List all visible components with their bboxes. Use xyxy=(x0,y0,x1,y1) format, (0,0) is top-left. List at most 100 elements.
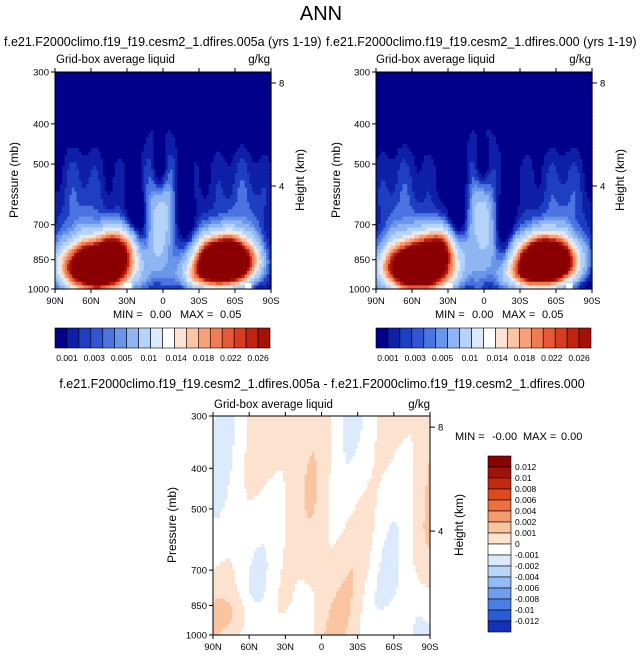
case-cell xyxy=(175,122,178,127)
case-cell xyxy=(155,133,159,138)
case-cell xyxy=(86,108,90,113)
case-cell xyxy=(117,122,121,127)
case-cell xyxy=(134,137,138,142)
case-cell xyxy=(98,119,102,124)
case-cell xyxy=(55,75,58,80)
case-cell xyxy=(242,82,246,88)
case-cell xyxy=(218,97,222,102)
case-cell xyxy=(218,129,222,135)
case-cell xyxy=(203,93,207,98)
case-cell xyxy=(263,126,267,131)
case-cell xyxy=(81,133,85,138)
case-cell xyxy=(177,90,181,95)
case-cell xyxy=(112,111,116,116)
case-cell xyxy=(74,93,78,98)
case-cell xyxy=(213,144,217,149)
case-cell xyxy=(160,111,164,116)
case-cell xyxy=(55,104,58,109)
case-cell xyxy=(151,75,154,80)
case-cell xyxy=(117,90,121,95)
case-cell xyxy=(266,108,270,113)
case-cell xyxy=(215,90,219,95)
case-cell xyxy=(208,126,212,131)
case-cell xyxy=(71,151,75,156)
case-cell xyxy=(117,162,121,167)
case-cell xyxy=(141,126,145,131)
case-cell xyxy=(177,108,181,113)
case-cell xyxy=(170,104,174,109)
case-cell xyxy=(254,79,258,84)
case-cell xyxy=(256,108,260,113)
case-cell xyxy=(172,126,176,131)
case-cell xyxy=(93,133,97,138)
case-cell xyxy=(172,97,176,102)
case-cell xyxy=(86,129,90,135)
case-cell xyxy=(220,97,224,102)
case-cell xyxy=(136,162,140,167)
case-cell xyxy=(74,100,78,106)
case-cell xyxy=(55,86,58,91)
case-cell xyxy=(95,82,99,88)
case-cell xyxy=(153,75,157,80)
case-cell xyxy=(215,104,219,109)
case-cell xyxy=(91,115,94,120)
case-cell xyxy=(110,100,114,106)
case-cell xyxy=(268,97,272,102)
case-cell xyxy=(81,129,85,135)
case-cell xyxy=(201,86,205,91)
case-cell xyxy=(165,162,169,167)
case-cell xyxy=(268,104,272,109)
case-cell xyxy=(91,137,94,142)
case-cell xyxy=(93,82,97,88)
case-cell xyxy=(153,155,157,160)
case-cell xyxy=(69,108,73,113)
case-cell xyxy=(196,79,200,84)
case-cell xyxy=(160,158,164,164)
case-cell xyxy=(136,72,140,77)
case-cell xyxy=(177,147,181,153)
case-cell xyxy=(165,100,169,106)
case-cell xyxy=(160,75,164,80)
case-cell xyxy=(122,137,126,142)
case-cell xyxy=(201,137,205,142)
case-cell xyxy=(57,162,61,167)
case-cell xyxy=(79,97,82,102)
case-cell xyxy=(112,104,116,109)
case-cell xyxy=(256,93,260,98)
case-cell xyxy=(232,90,236,95)
case-cell xyxy=(242,90,246,95)
case-cell xyxy=(127,86,130,91)
case-cell xyxy=(115,79,118,84)
case-cell xyxy=(256,129,260,135)
case-cell xyxy=(247,137,250,142)
case-cell xyxy=(165,140,169,145)
case-cell xyxy=(184,137,188,142)
case-cell xyxy=(93,166,97,171)
case-cell xyxy=(184,104,188,109)
case-cell xyxy=(59,72,63,77)
case-cell xyxy=(160,126,164,131)
case-cell xyxy=(88,137,92,142)
case-cell xyxy=(64,133,68,138)
case-cell xyxy=(165,155,169,160)
case-cell xyxy=(247,86,250,91)
case-cell xyxy=(93,158,97,164)
case-cell xyxy=(232,97,236,102)
case-cell xyxy=(117,93,121,98)
case-cell xyxy=(218,126,222,131)
case-cell xyxy=(191,133,195,138)
case-cell xyxy=(201,93,205,98)
case-cell xyxy=(237,119,241,124)
case-cell xyxy=(194,137,198,142)
case-cell xyxy=(62,79,66,84)
case-cell xyxy=(189,82,193,88)
case-cell xyxy=(86,155,90,160)
case-cell xyxy=(203,72,207,77)
case-cell xyxy=(139,111,142,116)
case-cell xyxy=(251,108,255,113)
case-cell xyxy=(230,104,234,109)
case-cell xyxy=(172,151,176,156)
case-cell xyxy=(148,75,152,80)
case-cell xyxy=(117,111,121,116)
case-cell xyxy=(98,147,102,153)
